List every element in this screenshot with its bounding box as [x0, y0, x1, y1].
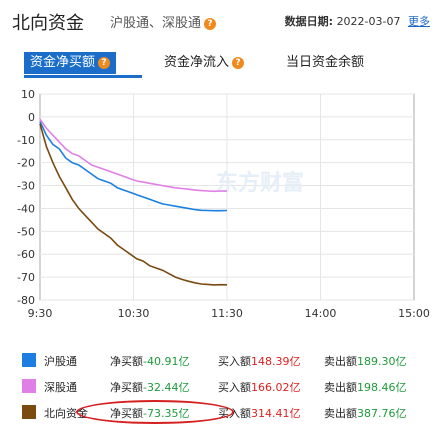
- x-tick-label: 11:30: [211, 307, 243, 320]
- watermark: 东方财富: [216, 170, 304, 196]
- tab-net-buy-help-icon[interactable]: ?: [98, 56, 111, 69]
- sell-cell: 卖出额387.76亿: [324, 405, 407, 421]
- sell-cell: 卖出额198.46亿: [324, 379, 407, 395]
- legend-swatch-sh: [22, 353, 36, 367]
- stat-name: 沪股通: [44, 355, 77, 368]
- y-tick-label: -10: [17, 134, 35, 147]
- sell-label: 卖出额: [324, 407, 357, 420]
- stat-name: 深股通: [44, 381, 77, 394]
- y-tick-label: -40: [17, 202, 35, 215]
- tab-net-inflow-help-icon[interactable]: ?: [232, 56, 245, 69]
- series-lines: [39, 118, 228, 286]
- buy-label: 买入额: [218, 381, 251, 394]
- stat-row-sz: 深股通 净买额-32.44亿 买入额166.02亿 卖出额198.46亿: [0, 374, 442, 398]
- sell-value: 189.30亿: [357, 355, 407, 368]
- buy-cell: 买入额148.39亿: [218, 353, 301, 369]
- sell-value: 198.46亿: [357, 381, 407, 394]
- x-tick-label: 10:30: [118, 307, 150, 320]
- buy-value: 314.41亿: [251, 407, 301, 420]
- sell-label: 卖出额: [324, 381, 357, 394]
- y-tick-label: 10: [21, 88, 35, 101]
- y-tick-label: -20: [17, 157, 35, 170]
- date-info: 数据日期: 2022-03-07 更多: [285, 13, 430, 29]
- y-tick-label: -30: [17, 180, 35, 193]
- highlight-annotation-circle: [76, 400, 234, 424]
- x-tick-label: 14:00: [305, 307, 337, 320]
- grid-lines: [40, 93, 414, 301]
- page-title: 北向资金: [12, 13, 84, 34]
- tab-daily-balance-label: 当日资金余额: [286, 55, 365, 70]
- tab-net-buy[interactable]: 资金净买额?: [24, 52, 117, 74]
- sell-label: 卖出额: [324, 355, 357, 368]
- net-buy-value: -32.44亿: [143, 381, 190, 394]
- subtitle-text: 沪股通、深股通: [110, 16, 202, 31]
- x-tick-label: 15:00: [398, 307, 430, 320]
- header: 北向资金 沪股通、深股通? 数据日期: 2022-03-07 更多: [0, 0, 442, 40]
- help-icon[interactable]: ?: [204, 17, 217, 30]
- buy-label: 买入额: [218, 355, 251, 368]
- sell-value: 387.76亿: [357, 407, 407, 420]
- x-tick-label: 9:30: [28, 307, 53, 320]
- tab-net-inflow-label: 资金净流入: [164, 55, 230, 70]
- tab-bar: 资金净买额? 资金净流入? 当日资金余额: [24, 52, 434, 78]
- net-buy-value: -40.91亿: [143, 355, 190, 368]
- series-line-0: [39, 121, 228, 212]
- y-tick-label: -70: [17, 271, 35, 284]
- sell-cell: 卖出额189.30亿: [324, 353, 407, 369]
- legend-swatch-sz: [22, 379, 36, 393]
- date-label: 数据日期:: [284, 15, 334, 28]
- net-buy-cell: 净买额-40.91亿: [110, 353, 189, 369]
- y-tick-label: 0: [28, 111, 35, 124]
- tab-net-buy-label: 资金净买额: [30, 55, 96, 70]
- y-tick-label: -50: [17, 225, 35, 238]
- tab-daily-balance[interactable]: 当日资金余额: [280, 52, 370, 74]
- date-value: 2022-03-07: [336, 15, 401, 28]
- more-link[interactable]: 更多: [408, 15, 430, 28]
- active-tab-indicator: [24, 75, 142, 78]
- buy-cell: 买入额166.02亿: [218, 379, 301, 395]
- stat-row-sh: 沪股通 净买额-40.91亿 买入额148.39亿 卖出额189.30亿: [0, 348, 442, 372]
- y-tick-label: -60: [17, 248, 35, 261]
- buy-value: 166.02亿: [251, 381, 301, 394]
- y-axis-ticks: 10 0 -10 -20 -30 -40 -50 -60 -70 -80: [17, 88, 35, 307]
- net-buy-cell: 净买额-32.44亿: [110, 379, 189, 395]
- buy-value: 148.39亿: [251, 355, 301, 368]
- y-tick-label: -80: [17, 294, 35, 307]
- net-buy-label: 净买额: [110, 355, 143, 368]
- tab-net-inflow[interactable]: 资金净流入?: [158, 52, 250, 74]
- chart: 东方财富 10 0 -10 -20 -30 -40 -50 -60 -70 -80 9:30 10:…: [17, 88, 430, 320]
- page-subtitle: 沪股通、深股通?: [110, 12, 217, 31]
- legend-swatch-north: [22, 405, 36, 419]
- x-axis-ticks: 9:30 10:30 11:30 14:00 15:00: [28, 307, 430, 320]
- series-line-2: [39, 123, 228, 286]
- net-buy-label: 净买额: [110, 381, 143, 394]
- series-line-1: [39, 118, 228, 193]
